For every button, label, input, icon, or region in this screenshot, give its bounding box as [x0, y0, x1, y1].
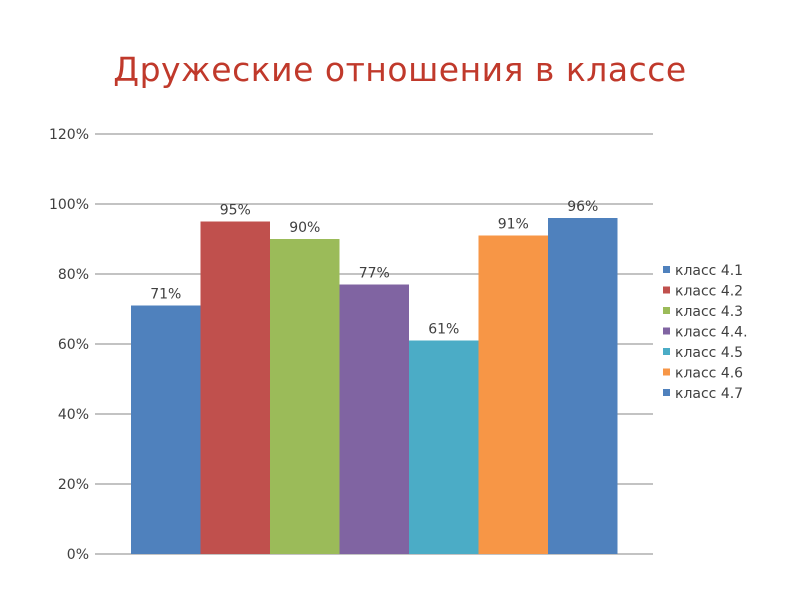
bar	[548, 218, 618, 554]
data-label: 95%	[220, 203, 251, 219]
y-tick-label: 80%	[58, 267, 89, 283]
y-tick-label: 100%	[49, 197, 89, 213]
bar	[270, 239, 340, 554]
legend: класс 4.1 класс 4.2 класс 4.3 класс 4.4. кла…	[663, 263, 748, 402]
legend-label: класс 4.2	[675, 284, 743, 300]
data-label: 91%	[498, 217, 529, 233]
bar	[131, 305, 201, 554]
legend-swatch	[663, 307, 670, 314]
data-label: 71%	[150, 287, 181, 303]
legend-swatch	[663, 368, 670, 376]
legend-swatch	[663, 348, 670, 355]
y-tick-label: 20%	[58, 477, 89, 493]
bars	[131, 218, 618, 554]
legend-swatch	[663, 266, 670, 273]
legend-swatch	[663, 286, 670, 294]
y-tick-label: 60%	[58, 337, 89, 353]
y-tick-label: 0%	[67, 547, 89, 563]
y-tick-label: 40%	[58, 407, 89, 423]
legend-swatch	[663, 327, 670, 335]
y-tick-label: 120%	[49, 127, 89, 143]
legend-label: класс 4.6	[675, 366, 743, 382]
bar	[339, 284, 409, 554]
data-label: 96%	[567, 199, 598, 215]
legend-label: класс 4.5	[675, 345, 743, 361]
legend-label: класс 4.7	[675, 386, 743, 402]
legend-label: класс 4.4.	[675, 325, 748, 341]
data-label: 61%	[428, 322, 459, 338]
bar	[409, 340, 479, 554]
data-label: 90%	[289, 220, 320, 236]
legend-label: класс 4.1	[675, 263, 743, 279]
legend-label: класс 4.3	[675, 304, 743, 320]
legend-swatch	[663, 389, 670, 396]
y-axis-ticks: 0% 20% 40% 60% 80% 100% 120%	[49, 127, 89, 563]
chart-title: Дружеские отношения в классе	[113, 50, 687, 89]
bar	[478, 235, 548, 554]
bar	[200, 221, 270, 554]
data-label: 77%	[359, 266, 390, 282]
data-labels: 71% 95% 90% 77% 61% 91% 96%	[150, 199, 598, 338]
